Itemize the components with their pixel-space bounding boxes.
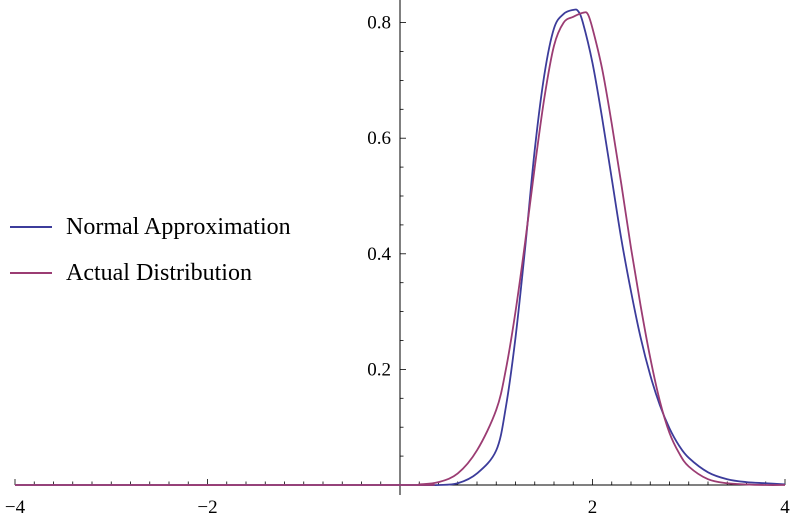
y-tick-label: 0.4: [367, 244, 391, 265]
x-tick-label: −2: [197, 497, 217, 518]
y-tick-label: 0.2: [367, 359, 391, 380]
labels-layer: −4 −2 2 4 0.2 0.4 0.6 0.8: [5, 13, 790, 518]
series-line-actual-distribution: [14, 11, 786, 486]
series-line-normal-approximation: [15, 8, 786, 487]
y-tick-label: 0.6: [367, 128, 391, 149]
legend: Normal Approximation Actual Distribution: [10, 204, 291, 296]
x-tick-label: 4: [780, 497, 790, 518]
series-layer: [14, 8, 786, 487]
x-tick-label: −4: [5, 497, 26, 518]
legend-label-actual: Actual Distribution: [66, 259, 252, 286]
legend-label-normal: Normal Approximation: [66, 213, 291, 240]
legend-swatch-normal: [10, 226, 52, 228]
legend-item-actual: Actual Distribution: [10, 250, 291, 296]
y-tick-label: 0.8: [367, 13, 391, 34]
legend-swatch-actual: [10, 272, 52, 274]
x-tick-label: 2: [588, 497, 598, 518]
legend-item-normal: Normal Approximation: [10, 204, 291, 250]
